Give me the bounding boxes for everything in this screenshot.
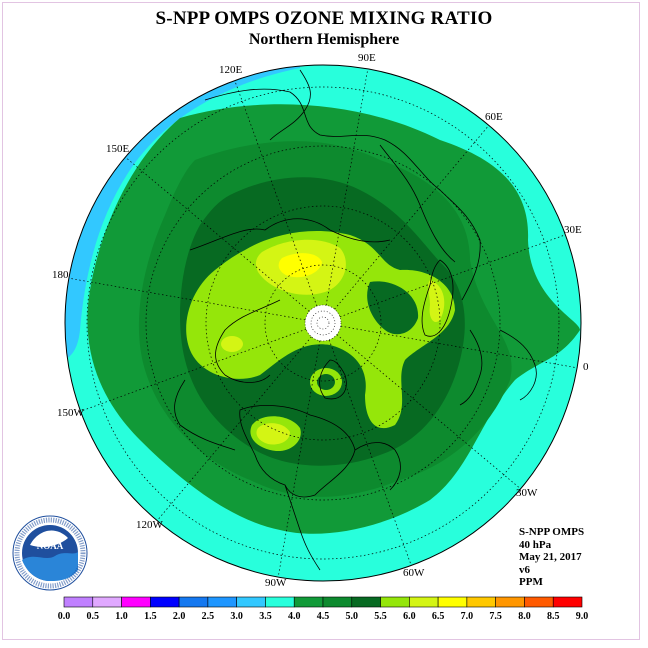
colorbar-swatch <box>63 596 94 608</box>
colorbar-swatch <box>265 596 295 608</box>
meridian-line <box>339 234 566 318</box>
colorbar-swatch <box>495 596 525 608</box>
info-block: S-NPP OMPS 40 hPa May 21, 2017 v6 PPM <box>519 526 584 589</box>
contour-6.5-7.0 <box>278 253 322 278</box>
colorbar-swatch <box>322 596 353 608</box>
colorbar-tick-label: 3.5 <box>259 611 272 622</box>
lon-label-120w: 120W <box>136 519 164 531</box>
colorbar-tick-label: 8.5 <box>547 611 560 622</box>
meridian-line <box>328 339 412 566</box>
colorbar-tick-label: 4.0 <box>288 611 301 622</box>
colorbar-tick-label: 2.0 <box>173 611 186 622</box>
colorbar-tick-label: 0.0 <box>58 611 71 622</box>
info-instrument: S-NPP OMPS <box>519 526 585 538</box>
colorbar-swatch <box>409 596 439 608</box>
colorbar-swatch <box>466 596 496 608</box>
colorbar-tick-label: 4.5 <box>317 611 330 622</box>
meridian-line <box>68 277 306 321</box>
graticule <box>68 68 578 578</box>
meridian-line <box>336 334 521 490</box>
info-level: 40 hPa <box>519 538 552 551</box>
colorbar-tick-label: 7.5 <box>489 611 502 622</box>
lon-label-60w: 60W <box>403 567 425 579</box>
lon-label-150w: 150W <box>57 407 85 419</box>
meridian-line <box>125 156 310 312</box>
longitude-labels: 90E 60E 30E 0 30W 60W 90W 120W 150W 180 … <box>52 52 589 589</box>
colorbar-swatch <box>552 596 583 608</box>
colorbar-swatch <box>92 596 122 608</box>
meridian-line <box>80 328 307 412</box>
colorbar-tick-label: 8.0 <box>518 611 531 622</box>
contour-6.0-6.5-alaska <box>221 336 243 352</box>
meridian-line <box>156 336 312 521</box>
colorbar-tick-label: 0.5 <box>87 611 100 622</box>
contour-6.0-6.5-atlantic <box>428 280 445 323</box>
colorbar: 0.0 0.5 1.0 1.5 2.0 2.5 3.0 3.5 4.0 4.5 5.0 5.5 6.0 6… <box>58 596 589 622</box>
colorbar-swatch <box>351 596 381 608</box>
colorbar-tick-label: 2.5 <box>202 611 215 622</box>
ozone-field <box>65 65 581 581</box>
lon-label-0: 0 <box>583 361 589 373</box>
noaa-logo-text: NOAA <box>37 541 64 551</box>
contour-6.0-6.5-us <box>256 423 290 445</box>
colorbar-swatch <box>437 596 468 608</box>
colorbar-tick-label: 5.0 <box>346 611 359 622</box>
colorbar-swatch <box>121 596 151 608</box>
lon-label-60e: 60E <box>485 111 503 123</box>
colorbar-swatch <box>380 596 410 608</box>
colorbar-swatch <box>236 596 266 608</box>
lon-label-180: 180 <box>52 269 69 281</box>
colorbar-swatch <box>150 596 180 608</box>
info-units: PPM <box>519 576 543 588</box>
colorbar-tick-label: 6.5 <box>432 611 445 622</box>
info-date: May 21, 2017 <box>519 551 582 563</box>
meridian-line <box>325 68 369 306</box>
colorbar-swatch <box>524 596 554 608</box>
colorbar-swatch <box>178 596 209 608</box>
colorbar-tick-label: 6.0 <box>403 611 416 622</box>
meridian-line <box>340 325 578 369</box>
lon-label-120e: 120E <box>219 64 243 76</box>
colorbar-swatch <box>207 596 237 608</box>
meridian-line <box>234 80 318 307</box>
map-subtitle: Northern Hemisphere <box>248 31 400 48</box>
contour-5.0-5.5-hole <box>367 281 419 335</box>
colorbar-tick-label: 9.0 <box>576 611 589 622</box>
contour-5.0-5.5-hudson <box>317 374 335 390</box>
map-boundary <box>64 64 582 582</box>
lon-label-30e: 30E <box>564 224 582 236</box>
colorbar-tick-label: 7.0 <box>461 611 474 622</box>
lon-label-90w: 90W <box>265 577 287 589</box>
colorbar-tick-label: 1.0 <box>115 611 128 622</box>
meridian-line <box>277 340 321 578</box>
map-title: S-NPP OMPS OZONE MIXING RATIO <box>155 8 493 29</box>
meridian-line <box>334 125 490 310</box>
colorbar-tick-label: 3.0 <box>230 611 243 622</box>
colorbar-tick-label: 5.5 <box>374 611 387 622</box>
lon-label-150e: 150E <box>106 143 130 155</box>
coastlines <box>174 69 537 571</box>
missing-data-pole <box>305 305 341 341</box>
figure-frame <box>2 2 640 640</box>
pole-graticule <box>304 304 342 342</box>
info-version: v6 <box>519 563 530 576</box>
lon-label-90e: 90E <box>358 52 376 64</box>
colorbar-swatch <box>293 596 324 608</box>
colorbar-tick-label: 1.5 <box>144 611 157 622</box>
lon-label-30w: 30W <box>516 487 538 499</box>
noaa-logo: NOAA <box>12 515 88 591</box>
